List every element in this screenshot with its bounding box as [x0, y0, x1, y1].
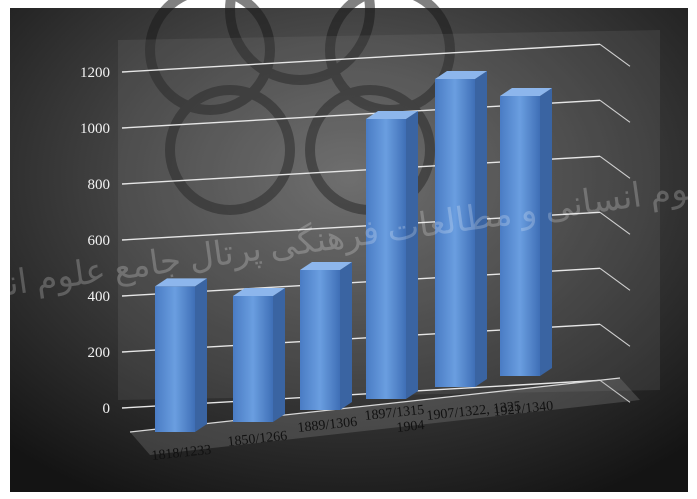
y-tick-label: 400: [88, 289, 111, 305]
floor-edge: [129, 377, 621, 433]
bar-side: [195, 278, 207, 432]
chart-floor: [129, 377, 640, 455]
y-tick-label: 1000: [80, 121, 110, 137]
x-tick-label: 1897/1315: [364, 403, 425, 424]
x-tick-label: 1850/1266: [227, 429, 288, 450]
gridline-depth: [599, 211, 631, 235]
bar: [300, 262, 352, 410]
bar-side: [273, 288, 285, 422]
bar-top: [435, 71, 487, 79]
y-axis-ticks: 0 200 400 600 800 1000 1200: [80, 65, 110, 417]
bar-side: [475, 71, 487, 387]
bar: [435, 71, 487, 387]
bar-front: [155, 286, 195, 432]
bar-top: [233, 288, 285, 296]
y-tick-label: 800: [88, 177, 111, 193]
y-tick-label: 200: [88, 345, 111, 361]
bar-side: [540, 88, 552, 376]
x-tick-label: 1889/1306: [297, 415, 358, 436]
gridline-depth: [599, 267, 631, 291]
bar-side: [340, 262, 352, 410]
gridline-depth: [599, 379, 631, 403]
x-tick-label: 1921/1340: [493, 399, 554, 420]
bar-front: [300, 270, 340, 410]
y-tick-label: 0: [103, 401, 111, 417]
gridline-depth: [599, 43, 631, 67]
gridline-depth: [599, 99, 631, 123]
x-tick-label: 1818/1233: [151, 443, 212, 464]
x-tick-label: 1904: [396, 418, 425, 436]
bar-front: [366, 119, 406, 399]
bars: [155, 71, 552, 432]
bar: [500, 88, 552, 376]
gridline: [121, 43, 601, 73]
y-tick-label: 1200: [80, 65, 110, 81]
bar: [233, 288, 285, 422]
bar-front: [500, 96, 540, 376]
bar-side: [406, 111, 418, 399]
floor-plane: [130, 378, 640, 455]
gridline-depth: [599, 323, 631, 347]
bar-top: [155, 278, 207, 287]
bar-front: [233, 296, 273, 422]
bar-top: [300, 262, 352, 270]
y-tick-label: 600: [88, 233, 111, 249]
bar-top: [366, 111, 418, 119]
gridline-depth: [599, 155, 631, 179]
bar-front: [435, 79, 475, 387]
bar: [155, 278, 207, 432]
bar: [366, 111, 418, 399]
bar-top: [500, 88, 552, 96]
